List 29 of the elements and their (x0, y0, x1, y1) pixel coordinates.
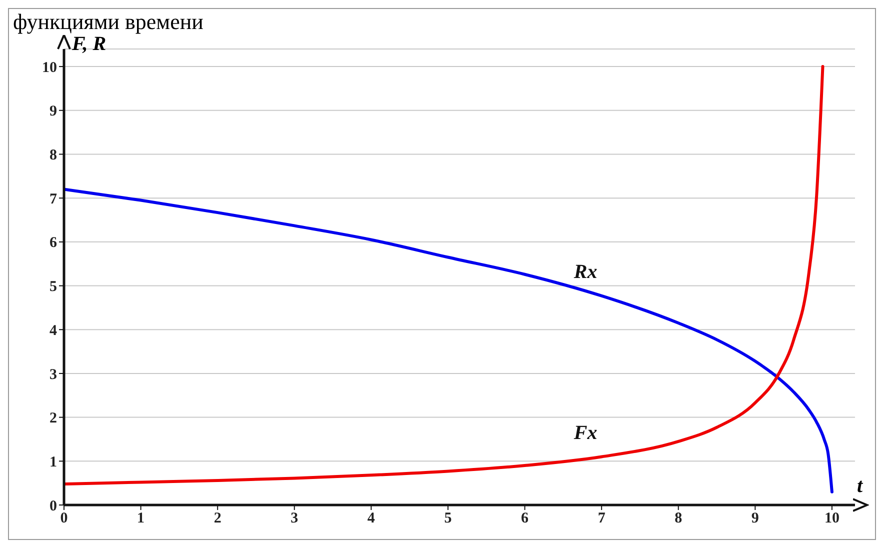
y-tick-label: 10 (42, 60, 57, 76)
x-tick-label: 2 (214, 510, 222, 527)
y-axis-title: F, R (72, 33, 106, 56)
x-tick-label: 5 (444, 510, 452, 527)
x-tick-label: 9 (751, 510, 759, 527)
y-tick-label: 2 (50, 410, 57, 427)
x-tick-label: 6 (521, 510, 530, 527)
x-tick-label: 4 (367, 510, 376, 527)
x-tick-label: 3 (290, 510, 298, 527)
line-series (64, 188, 834, 494)
y-tick-label: 8 (50, 148, 57, 164)
y-tick-label: 0 (50, 498, 57, 514)
chart-title: функциями времени (12, 9, 204, 35)
y-tick-label: 5 (50, 279, 57, 296)
y-tick-label: 6 (50, 235, 58, 252)
line-series (64, 65, 824, 486)
x-axis-title: t (857, 475, 863, 498)
x-tick-label: 8 (674, 510, 682, 527)
y-tick-label: 3 (50, 366, 57, 383)
x-tick-label: 1 (137, 510, 145, 527)
y-tick-label: 7 (50, 191, 58, 208)
series-label: Fx (572, 422, 598, 444)
y-tick-label: 1 (50, 454, 57, 470)
y-tick-label: 4 (50, 322, 58, 339)
series-label: Rx (572, 260, 598, 283)
x-tick-label: 0 (60, 510, 68, 527)
y-tick-label: 9 (50, 104, 57, 120)
x-tick-label: 10 (824, 510, 840, 527)
x-tick-label: 7 (598, 510, 606, 527)
